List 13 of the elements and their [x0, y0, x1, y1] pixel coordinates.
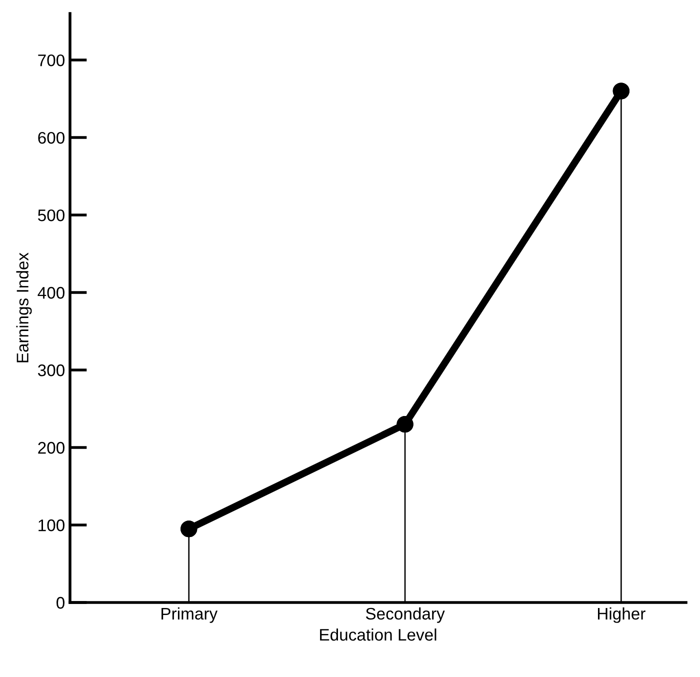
y-tick-label: 700 — [38, 54, 64, 66]
x-tick-label: Primary — [162, 607, 218, 623]
y-tick-label: 600 — [38, 132, 64, 144]
y-tick-label: 100 — [38, 519, 64, 532]
y-tick-label: 0 — [56, 596, 64, 609]
y-tick-label: 200 — [38, 442, 64, 454]
x-axis-title: Education Level — [320, 628, 436, 641]
x-tick-label: Higher — [598, 607, 646, 623]
y-tick-label: 500 — [38, 209, 64, 222]
y-tick-label: 300 — [38, 364, 64, 376]
x-tick-label: Secondary — [366, 607, 445, 623]
y-axis-title: Earnings Index — [16, 252, 32, 362]
y-tick-label: 400 — [38, 286, 64, 299]
